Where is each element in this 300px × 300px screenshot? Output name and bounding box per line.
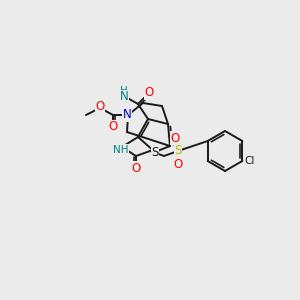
Text: O: O — [95, 100, 105, 113]
Text: O: O — [131, 161, 141, 175]
Text: N: N — [123, 109, 131, 122]
Text: NH: NH — [113, 145, 129, 155]
Text: O: O — [108, 121, 118, 134]
Text: O: O — [173, 158, 183, 170]
Text: S: S — [151, 146, 159, 158]
Text: Cl: Cl — [244, 156, 254, 166]
Text: O: O — [144, 86, 154, 100]
Text: N: N — [120, 91, 128, 103]
Text: S: S — [174, 145, 182, 158]
Text: O: O — [170, 131, 180, 145]
Text: H: H — [120, 86, 128, 96]
